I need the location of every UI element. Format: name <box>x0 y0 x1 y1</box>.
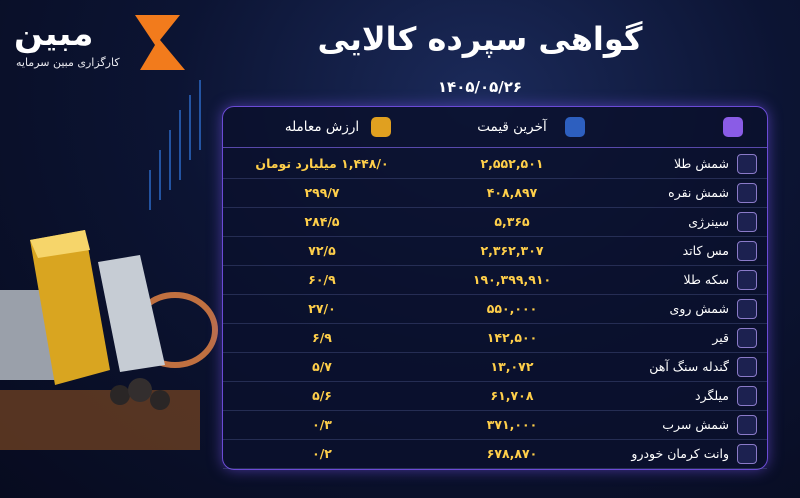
row-value: ۰/۳ <box>312 417 332 432</box>
row-value: ۲۹۹/۷ <box>304 185 340 200</box>
row-icon <box>737 444 757 464</box>
row-name: شمش روی <box>669 301 729 316</box>
row-price: ۶۷۸,۸۷۰ <box>486 446 538 461</box>
row-name: شمش طلا <box>673 156 729 171</box>
divider <box>223 178 767 179</box>
divider <box>223 439 767 440</box>
divider <box>223 352 767 353</box>
row-price: ۱۹۰,۳۹۹,۹۱۰ <box>472 272 552 287</box>
row-icon <box>737 328 757 348</box>
row-icon <box>737 299 757 319</box>
row-price: ۱۳,۰۷۲ <box>490 359 534 374</box>
divider <box>223 381 767 382</box>
row-value: ۲۸۴/۵ <box>304 214 340 229</box>
row-name: قیر <box>712 330 729 345</box>
row-name: سکه طلا <box>683 272 729 287</box>
divider <box>223 207 767 208</box>
row-price: ۵۵۰,۰۰۰ <box>486 301 538 316</box>
divider <box>223 294 767 295</box>
brand: مبین <box>14 14 94 54</box>
row-icon <box>737 183 757 203</box>
row-value: ۱,۴۴۸/۰ میلیارد تومان <box>255 156 389 171</box>
divider <box>223 265 767 266</box>
divider <box>223 147 767 148</box>
row-value: ۶/۹ <box>312 330 332 345</box>
header-cell: آخرین قیمت <box>477 119 547 135</box>
row-name: مس کاتد <box>682 243 729 258</box>
header-cell: ارزش معامله <box>284 119 360 135</box>
header-icon <box>565 117 585 137</box>
title: گواهی سپرده کالایی <box>317 20 643 58</box>
row-name: شمش سرب <box>662 417 729 432</box>
divider <box>223 410 767 411</box>
row-name: میلگرد <box>695 388 729 403</box>
brand-subtitle: کارگزاری مبین سرمایه <box>16 56 120 69</box>
decoration <box>0 15 218 450</box>
row-icon <box>737 212 757 232</box>
row-price: ۵,۳۶۵ <box>494 214 530 229</box>
row-icon <box>737 241 757 261</box>
divider <box>223 236 767 237</box>
row-price: ۲,۵۵۲,۵۰۱ <box>480 156 544 171</box>
row-price: ۴۰۸,۸۹۷ <box>486 185 538 200</box>
row-value: ۵/۷ <box>312 359 332 374</box>
row-value: ۶۰/۹ <box>308 272 336 287</box>
row-value: ۵/۶ <box>312 388 332 403</box>
row-price: ۲,۳۶۲,۳۰۷ <box>480 243 544 258</box>
row-price: ۳۷۱,۰۰۰ <box>486 417 538 432</box>
header-icon <box>371 117 391 137</box>
date: ۱۴۰۵/۰۵/۲۶ <box>437 78 523 96</box>
table: آخرین قیمت ارزش معامله شمش طلا ۲,۵۵۲,۵۰۱ ۱,۴… <box>222 106 768 470</box>
row-value: ۷۲/۵ <box>308 243 336 258</box>
row-icon <box>737 270 757 290</box>
row-name: وانت کرمان خودرو <box>631 446 729 461</box>
row-icon <box>737 154 757 174</box>
row-value: ۰/۲ <box>312 446 332 461</box>
row-icon <box>737 357 757 377</box>
row-icon <box>737 386 757 406</box>
row-price: ۱۴۲,۵۰۰ <box>486 330 538 345</box>
divider <box>223 468 767 469</box>
row-name: سینرژی <box>688 214 729 229</box>
row-name: شمش نقره <box>668 185 729 200</box>
header-icon <box>723 117 743 137</box>
row-price: ۶۱,۷۰۸ <box>490 388 534 403</box>
row-icon <box>737 415 757 435</box>
divider <box>223 323 767 324</box>
row-value: ۲۷/۰ <box>308 301 336 316</box>
row-name: گندله سنگ آهن <box>649 359 729 374</box>
